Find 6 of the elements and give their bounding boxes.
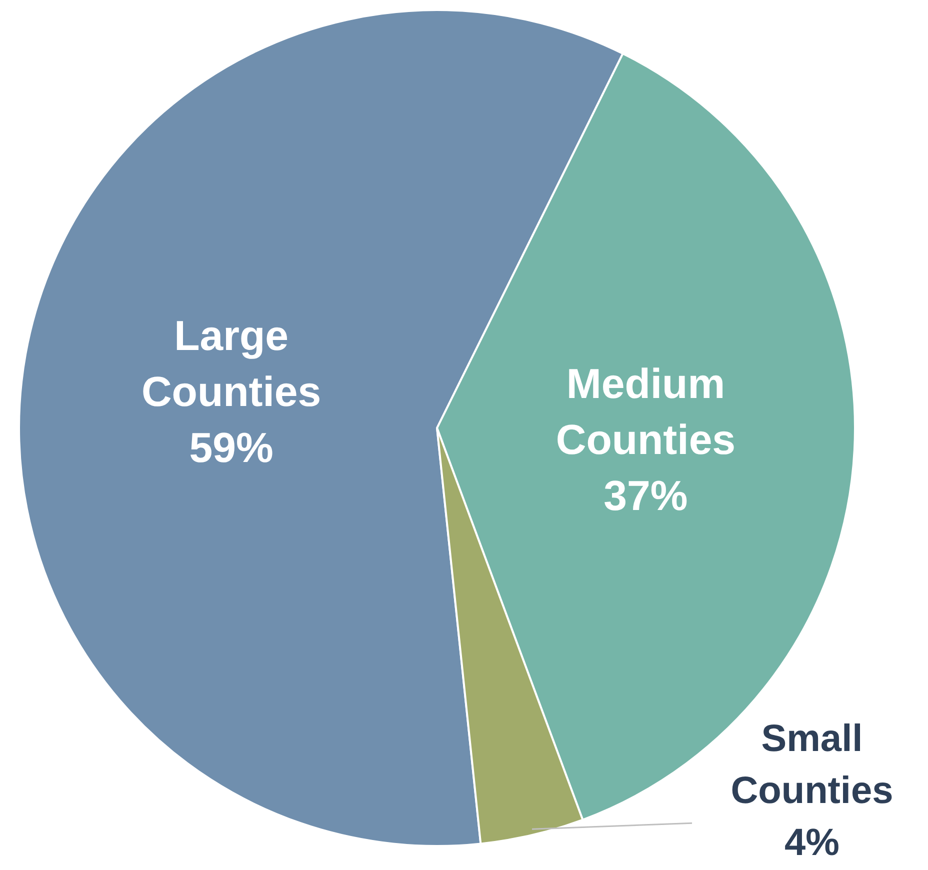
slice-label: Large Counties <box>141 311 322 414</box>
slice-label: Small Counties <box>730 718 894 812</box>
data-label: 59% <box>189 423 274 470</box>
slice-label: Medium Counties <box>556 359 736 462</box>
data-label: 4% <box>784 822 840 864</box>
data-label: 37% <box>604 471 688 518</box>
